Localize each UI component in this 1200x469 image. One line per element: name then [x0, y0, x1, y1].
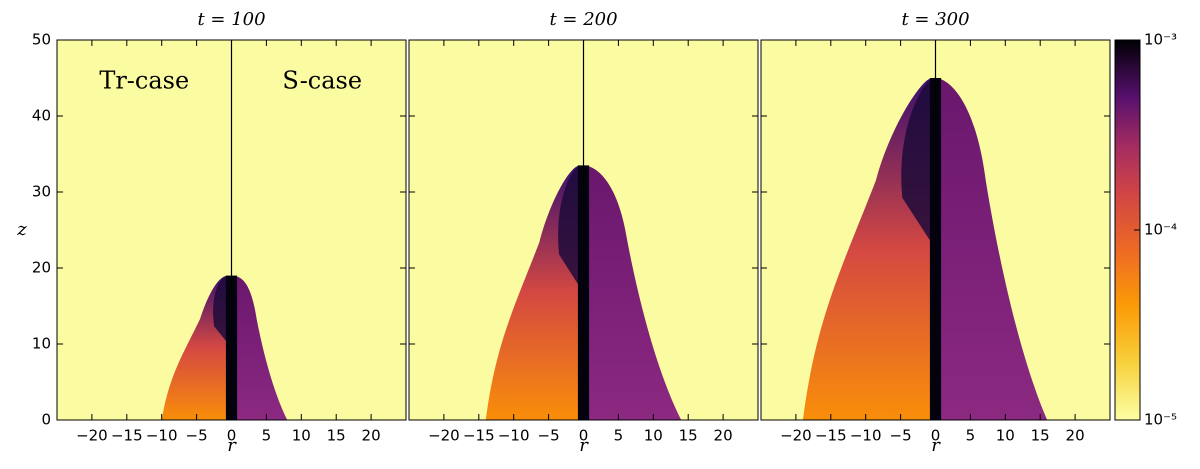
x-tick-label: 10 [644, 427, 663, 445]
x-tick-label: 10 [996, 427, 1015, 445]
panel-title: t = 300 [901, 9, 969, 30]
y-tick-label: 50 [32, 31, 51, 49]
plume-left-core [901, 78, 936, 249]
x-tick-label: 10 [292, 427, 311, 445]
x-axis-label: r [227, 435, 237, 456]
x-tick-label: −10 [498, 427, 530, 445]
x-tick-label: −20 [780, 427, 812, 445]
x-tick-label: −10 [146, 427, 178, 445]
x-tick-label: −5 [890, 427, 912, 445]
x-tick-label: 15 [327, 427, 346, 445]
y-axis-label: z [16, 219, 27, 240]
plume-right [231, 275, 288, 420]
plume-left-core [558, 165, 584, 293]
x-tick-label: −5 [538, 427, 560, 445]
x-tick-label: −10 [850, 427, 882, 445]
x-tick-label: 20 [714, 427, 733, 445]
y-tick-label: 10 [32, 335, 51, 353]
x-tick-label: 20 [1066, 427, 1085, 445]
colorbar-tick-label: 10⁻³ [1144, 31, 1177, 49]
plume-right [583, 165, 682, 420]
x-tick-label: 5 [966, 427, 976, 445]
panel-title: t = 100 [197, 9, 265, 30]
x-tick-label: 20 [362, 427, 381, 445]
x-tick-label: 15 [679, 427, 698, 445]
x-tick-label: 0 [227, 427, 237, 445]
x-tick-label: −15 [815, 427, 847, 445]
x-axis-label: r [931, 435, 941, 456]
colorbar-tick-label: 10⁻⁴ [1144, 221, 1177, 239]
x-tick-label: 5 [262, 427, 272, 445]
panel-title: t = 200 [549, 9, 617, 30]
x-tick-label: 0 [579, 427, 589, 445]
x-tick-label: 15 [1031, 427, 1050, 445]
case-label: Tr-case [99, 67, 189, 95]
y-tick-label: 30 [32, 183, 51, 201]
plume-right [935, 78, 1048, 420]
x-tick-label: −20 [428, 427, 460, 445]
x-axis-label: r [579, 435, 589, 456]
case-label: S-case [282, 67, 362, 95]
y-tick-label: 40 [32, 107, 51, 125]
x-tick-label: −5 [186, 427, 208, 445]
colorbar-tick-label: 10⁻⁵ [1144, 411, 1177, 429]
x-tick-label: −15 [463, 427, 495, 445]
x-tick-label: −20 [76, 427, 108, 445]
x-tick-label: −15 [111, 427, 143, 445]
y-tick-label: 0 [41, 411, 51, 429]
y-tick-label: 20 [32, 259, 51, 277]
x-tick-label: 5 [614, 427, 624, 445]
x-tick-label: 0 [931, 427, 941, 445]
